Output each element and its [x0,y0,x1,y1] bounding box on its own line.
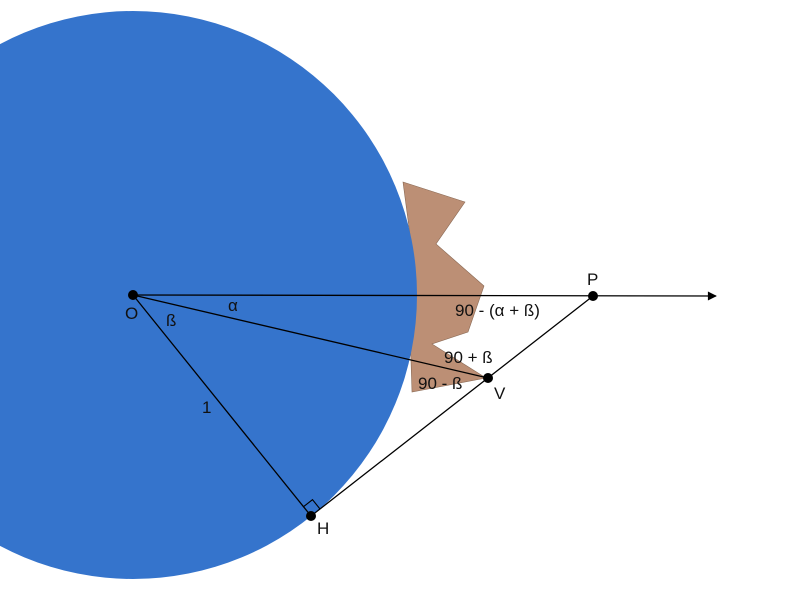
label-v: V [494,384,506,403]
label-o: O [125,304,138,323]
label-p: P [587,270,598,289]
point-h [306,511,316,521]
ray-op [132,291,717,301]
point-v [483,373,493,383]
segment-ov [132,294,489,379]
right-angle-marker [303,498,321,510]
segment-oh-length-label: 1 [202,398,211,417]
angle-beta-label: ß [166,311,176,330]
angle-alpha-label: α [228,296,238,315]
angle-v-lower-label: 90 - ß [418,374,462,393]
angle-v-upper-label: 90 + ß [444,348,493,367]
segment-hp [310,295,594,517]
point-o [128,290,138,300]
point-p [588,291,598,301]
label-h: H [317,519,329,538]
angle-p-label: 90 - (α + ß) [455,301,540,320]
segment-oh [132,294,312,517]
